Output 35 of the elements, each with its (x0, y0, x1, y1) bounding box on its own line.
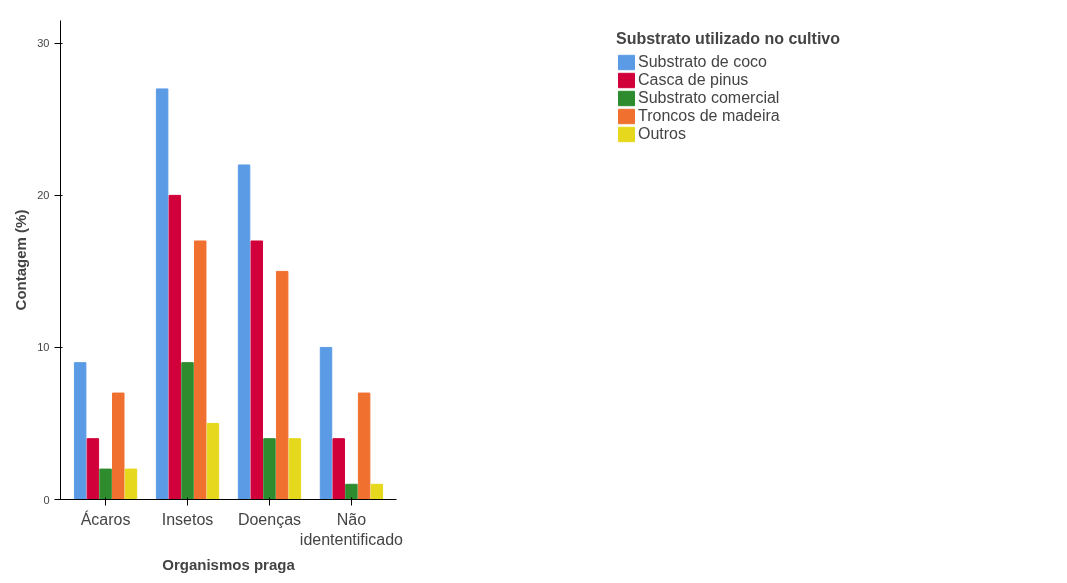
bar (86, 438, 100, 500)
bar (288, 438, 302, 500)
x-tick-label: Insetos (161, 510, 214, 528)
legend-label: Substrato de coco (638, 53, 767, 71)
bar (206, 422, 220, 500)
bar (237, 164, 251, 500)
bar (112, 392, 125, 500)
y-tick-label: 30 (37, 37, 50, 50)
legend-title: Substrato utilizado no cultivo (616, 30, 840, 48)
legend-label: Substrato comercial (638, 89, 780, 107)
y-tick-label: 0 (43, 493, 50, 506)
legend-label: Casca de pinus (638, 71, 749, 89)
bar (193, 240, 207, 500)
bar (73, 362, 87, 500)
bar (250, 240, 264, 500)
y-tick-label: 10 (37, 341, 50, 354)
legend-label: Outros (638, 125, 687, 143)
bar (124, 468, 138, 500)
bar (357, 392, 371, 500)
x-tick-label: Doenças (237, 510, 302, 528)
bar (168, 194, 182, 500)
bar (319, 346, 333, 500)
bar (332, 438, 345, 500)
bar (345, 483, 358, 500)
legend-label: Troncos de madeira (638, 107, 780, 125)
bar (155, 88, 169, 500)
bar (263, 438, 276, 500)
y-tick-label: 20 (37, 189, 50, 202)
bar (181, 362, 194, 500)
x-axis-title: Organismos praga (162, 555, 296, 573)
bar (370, 483, 384, 500)
x-tick-label: Ácaros (80, 509, 131, 528)
y-axis-title: Contagem (%) (12, 209, 30, 311)
bar (99, 468, 112, 500)
bar (275, 270, 289, 500)
